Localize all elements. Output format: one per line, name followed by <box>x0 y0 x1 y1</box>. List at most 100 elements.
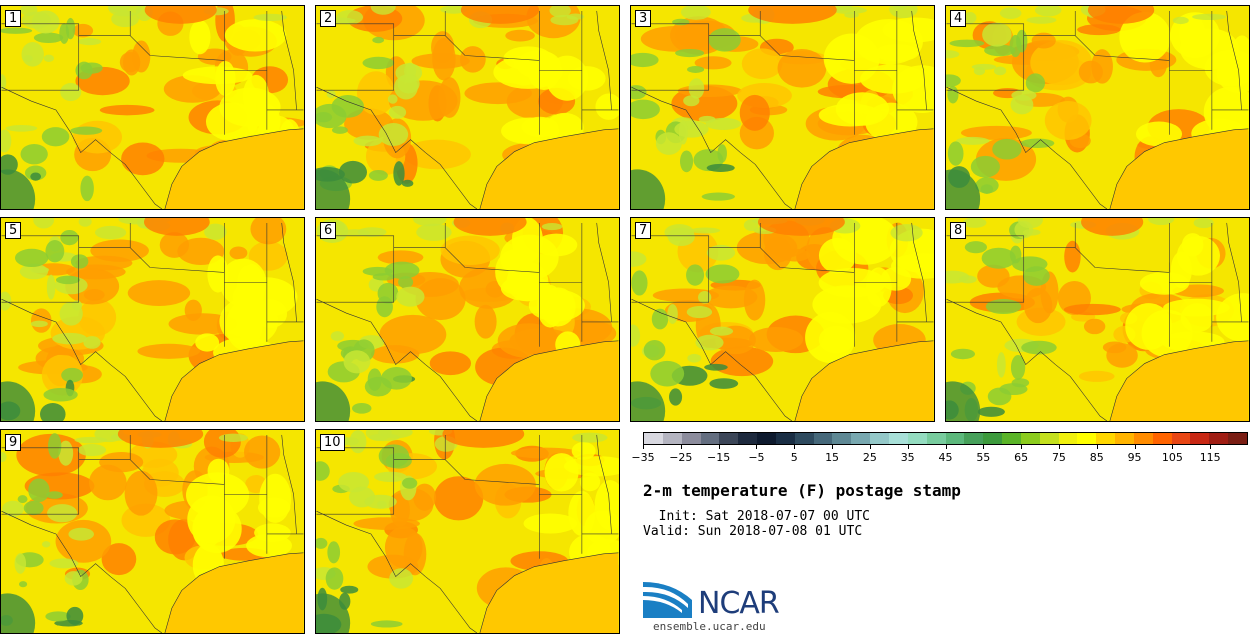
colorbar-tick-label: 65 <box>1014 451 1029 464</box>
colorbar-swatch-15 <box>926 433 946 444</box>
colorbar-tick <box>1210 445 1212 449</box>
colorbar-swatch-4 <box>719 433 739 444</box>
colorbar-tick-label: −25 <box>669 451 693 464</box>
colorbar-tick-label: 55 <box>976 451 991 464</box>
colorbar-tick <box>756 445 758 449</box>
member-number-label: 8 <box>950 222 967 239</box>
colorbar-tick <box>1134 445 1136 449</box>
member-number-label: 9 <box>5 434 22 451</box>
colorbar-tick <box>643 445 644 449</box>
colorbar-tick <box>680 445 682 449</box>
colorbar-tick <box>1058 445 1060 449</box>
colorbar-swatch-9 <box>813 433 833 444</box>
ensemble-member-map-9: 9 <box>0 429 305 634</box>
colorbar-tick-label: −15 <box>707 451 731 464</box>
map-canvas <box>1 6 304 209</box>
colorbar-swatch-22 <box>1058 433 1078 444</box>
colorbar-tick-label: −5 <box>748 451 765 464</box>
colorbar-swatch-26 <box>1133 433 1153 444</box>
colorbar-tick <box>832 445 834 449</box>
colorbar-swatch-2 <box>681 433 701 444</box>
colorbar-swatch-23 <box>1077 433 1097 444</box>
map-canvas <box>316 430 619 633</box>
colorbar-swatch-1 <box>662 433 682 444</box>
ensemble-member-map-6: 6 <box>315 217 620 422</box>
member-number-label: 5 <box>5 222 22 239</box>
colorbar-swatch-31 <box>1228 433 1247 444</box>
colorbar-swatch-30 <box>1209 433 1229 444</box>
colorbar-tick <box>945 445 947 449</box>
colorbar-tick <box>983 445 985 449</box>
colorbar-swatch-18 <box>983 433 1003 444</box>
colorbar-tick-label: 115 <box>1199 451 1221 464</box>
colorbar-swatch-25 <box>1115 433 1134 444</box>
colorbar-tick-label: −35 <box>631 451 655 464</box>
colorbar-swatch-16 <box>945 433 965 444</box>
member-number-label: 6 <box>320 222 337 239</box>
map-canvas <box>1 218 304 421</box>
colorbar-swatch-29 <box>1190 433 1210 444</box>
colorbar-swatch-6 <box>757 433 776 444</box>
member-number-label: 4 <box>950 10 967 27</box>
ensemble-member-map-5: 5 <box>0 217 305 422</box>
colorbar-swatch-8 <box>794 433 814 444</box>
colorbar-swatch-12 <box>870 433 889 444</box>
colorbar-swatch-24 <box>1096 433 1116 444</box>
map-canvas <box>316 218 619 421</box>
map-canvas <box>1 430 304 633</box>
colorbar-tick <box>907 445 909 449</box>
ensemble-member-map-3: 3 <box>630 5 935 210</box>
colorbar-tick <box>794 445 796 449</box>
valid-time: Valid: Sun 2018-07-08 01 UTC <box>643 524 863 539</box>
ncar-logo-text: NCAR <box>698 586 780 621</box>
ensemble-member-map-4: 4 <box>945 5 1250 210</box>
map-canvas <box>316 6 619 209</box>
plot-title: 2-m temperature (F) postage stamp <box>643 481 961 500</box>
colorbar <box>643 432 1248 445</box>
colorbar-tick-label: 75 <box>1051 451 1066 464</box>
ensemble-member-map-8: 8 <box>945 217 1250 422</box>
colorbar-tick-label: 25 <box>862 451 877 464</box>
colorbar-swatch-27 <box>1152 433 1172 444</box>
colorbar-tick <box>869 445 871 449</box>
colorbar-tick-label: 45 <box>938 451 953 464</box>
member-number-label: 2 <box>320 10 337 27</box>
colorbar-tick-label: 105 <box>1161 451 1183 464</box>
colorbar-swatch-7 <box>775 433 795 444</box>
ensemble-member-map-7: 7 <box>630 217 935 422</box>
colorbar-swatch-11 <box>851 433 871 444</box>
colorbar-swatch-10 <box>832 433 852 444</box>
colorbar-tick-label: 5 <box>790 451 798 464</box>
colorbar-swatch-21 <box>1039 433 1059 444</box>
colorbar-swatch-14 <box>907 433 927 444</box>
ensemble-member-map-10: 10 <box>315 429 620 634</box>
colorbar-tick-label: 15 <box>825 451 840 464</box>
colorbar-tick <box>1172 445 1174 449</box>
map-canvas <box>631 6 934 209</box>
colorbar-tick-label: 35 <box>900 451 915 464</box>
colorbar-swatch-5 <box>738 433 758 444</box>
colorbar-tick <box>1021 445 1023 449</box>
ncar-logo-icon <box>643 582 692 618</box>
colorbar-swatch-0 <box>644 433 663 444</box>
member-number-label: 7 <box>635 222 652 239</box>
map-canvas <box>946 218 1249 421</box>
ensemble-member-map-1: 1 <box>0 5 305 210</box>
member-number-label: 10 <box>320 434 345 451</box>
colorbar-ticks: −35 −25 −15 −5 5 15 25 35 45 55 65 75 85 95 105 115 <box>631 445 1248 465</box>
colorbar-swatch-17 <box>964 433 984 444</box>
member-number-label: 3 <box>635 10 652 27</box>
member-number-label: 1 <box>5 10 22 27</box>
colorbar-swatch-28 <box>1171 433 1191 444</box>
init-time: Init: Sat 2018-07-07 00 UTC <box>643 509 870 524</box>
colorbar-swatch-20 <box>1020 433 1040 444</box>
colorbar-swatch-19 <box>1002 433 1021 444</box>
ncar-url: ensemble.ucar.edu <box>653 620 766 633</box>
colorbar-swatch-3 <box>700 433 720 444</box>
ensemble-member-map-2: 2 <box>315 5 620 210</box>
map-canvas <box>631 218 934 421</box>
colorbar-swatch-13 <box>888 433 908 444</box>
colorbar-tick <box>718 445 720 449</box>
colorbar-tick-label: 95 <box>1127 451 1142 464</box>
colorbar-tick-label: 85 <box>1089 451 1104 464</box>
